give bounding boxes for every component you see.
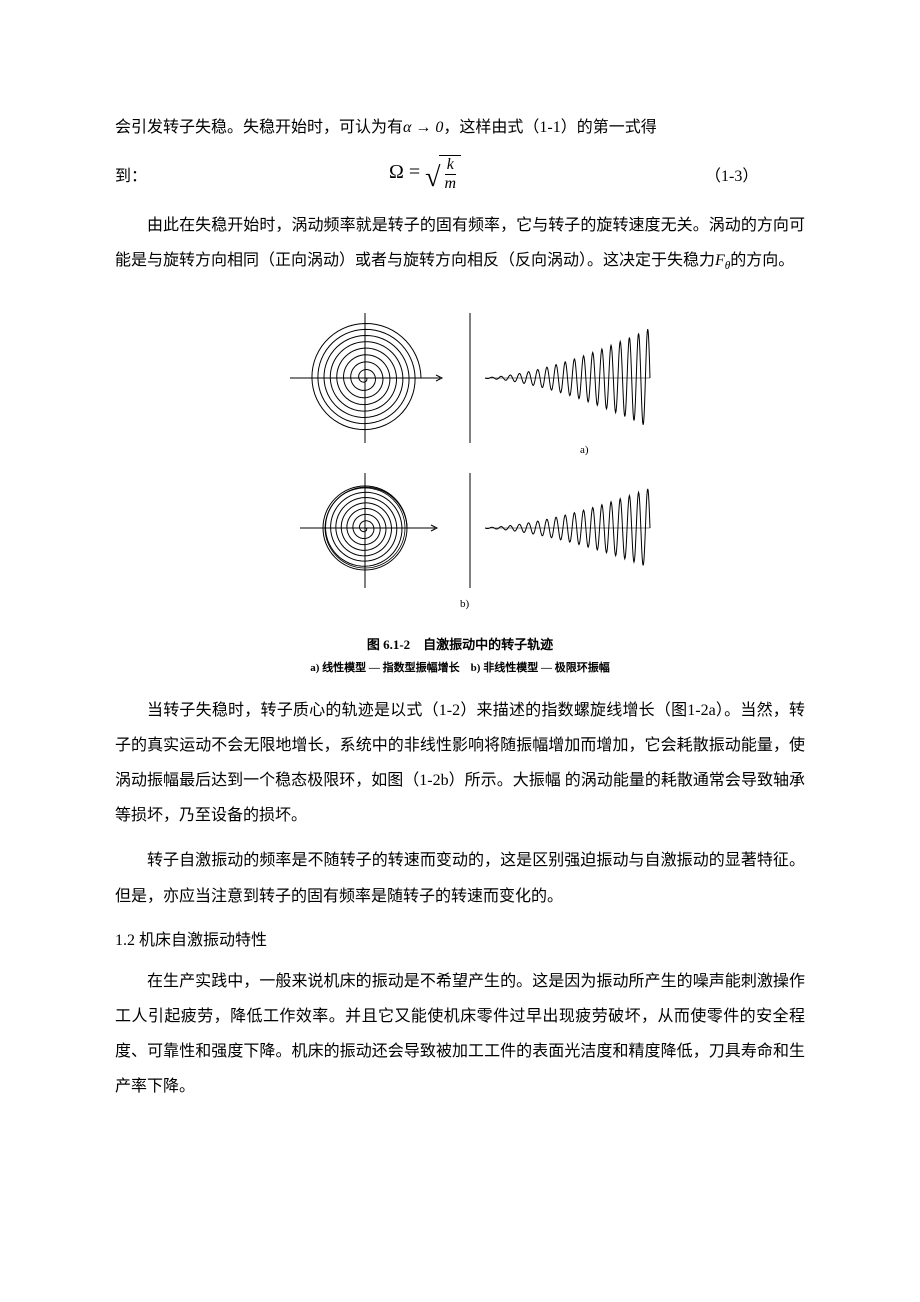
sqrt-icon: √ xyxy=(425,171,440,185)
p2-tail: 的方向。 xyxy=(730,252,794,269)
paragraph-4: 转子自激振动的频率是不随转子的转速而变动的，这是区别强迫振动与自激振动的显著特征… xyxy=(115,843,805,913)
eq-number: （1-3） xyxy=(685,162,805,186)
figure-svg: a) b) xyxy=(260,303,660,623)
f-theta: Fθ xyxy=(715,252,730,269)
svg-text:b): b) xyxy=(460,598,470,610)
eq-omega: Ω = xyxy=(389,161,420,183)
eq-fraction: k m xyxy=(439,155,461,192)
f-theta-f: F xyxy=(715,252,725,269)
p1-post: ，这样由式（1-1）的第一式得 xyxy=(443,119,656,136)
section-1-2-heading: 1.2 机床自激振动特性 xyxy=(115,926,805,950)
alpha-to-zero: α → 0 xyxy=(403,119,443,136)
eq-frac-den: m xyxy=(442,175,458,192)
paragraph-3: 当转子失稳时，转子质心的轨迹是以式（1-2）来描述的指数螺旋线增长（图1-2a）… xyxy=(115,693,805,834)
eq-expression: Ω = √ k m xyxy=(165,155,685,192)
p2-text: 由此在失稳开始时，涡动频率就是转子的固有频率，它与转子的旋转速度无关。涡动的方向… xyxy=(115,217,805,269)
figure-6-1-2: a) b) 图 6.1-2 自激振动中的转子轨迹 a) 线性模型 — 指数型振幅增… xyxy=(115,303,805,674)
figure-subcaption: a) 线性模型 — 指数型振幅增长 b) 非线性模型 — 极限环振幅 xyxy=(115,659,805,675)
paragraph-5: 在生产实践中，一般来说机床的振动是不希望产生的。这是因为振动所产生的噪声能刺激操… xyxy=(115,964,805,1105)
svg-text:a): a) xyxy=(580,444,589,456)
paragraph-2: 由此在失稳开始时，涡动频率就是转子的固有频率，它与转子的旋转速度无关。涡动的方向… xyxy=(115,208,805,279)
figure-caption: 图 6.1-2 自激振动中的转子轨迹 xyxy=(115,633,805,656)
equation-1-3: 到： Ω = √ k m （1-3） xyxy=(115,155,805,192)
eq-sqrt: √ k m xyxy=(425,155,461,192)
eq-left-label: 到： xyxy=(115,162,165,186)
p1-pre: 会引发转子失稳。失稳开始时，可认为有 xyxy=(115,119,403,136)
eq-frac-num: k xyxy=(445,157,456,175)
paragraph-1: 会引发转子失稳。失稳开始时，可认为有α → 0，这样由式（1-1）的第一式得 xyxy=(115,110,805,145)
